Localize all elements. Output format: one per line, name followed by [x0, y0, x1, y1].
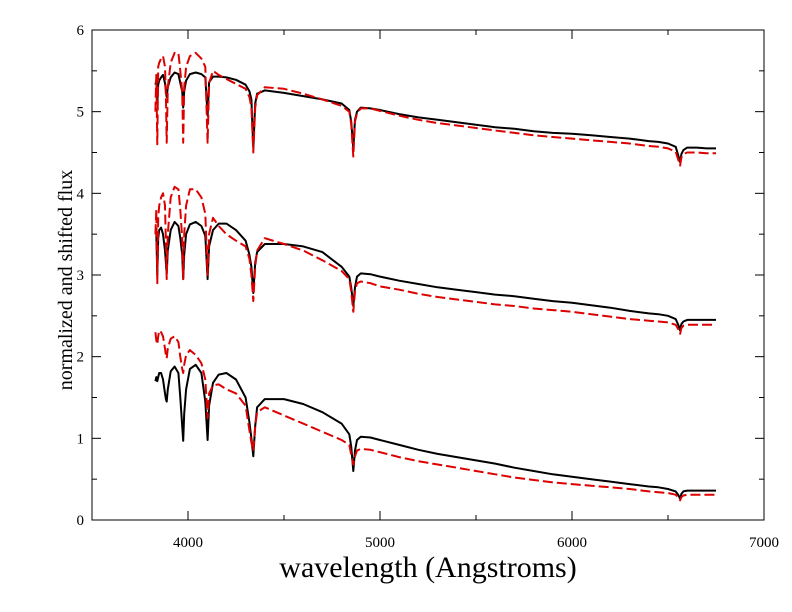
- y-tick-label: 1: [77, 431, 85, 447]
- y-tick-label: 6: [77, 23, 85, 39]
- series-line-top-model: [154, 51, 716, 167]
- y-tick-label: 0: [77, 513, 85, 529]
- series-line-middle-observed: [155, 220, 716, 332]
- y-tick-label: 2: [77, 350, 85, 366]
- series-line-top-observed: [154, 71, 716, 164]
- y-tick-label: 3: [77, 268, 85, 284]
- series-layer: [154, 51, 716, 502]
- y-axis-title: normalized and shifted flux: [55, 170, 77, 391]
- x-tick-label: 5000: [365, 535, 395, 551]
- x-tick-label: 6000: [557, 535, 587, 551]
- series-line-bottom-model: [154, 329, 716, 502]
- series-line-bottom-observed: [154, 363, 716, 500]
- plot-frame: [91, 29, 765, 521]
- y-tick-label: 4: [77, 186, 85, 202]
- x-tick-label: 4000: [173, 535, 203, 551]
- tick-labels-layer: 4000 5000 6000 7000 0 1 2 3 4 5 6: [77, 23, 780, 551]
- y-tick-label: 5: [77, 105, 85, 121]
- x-tick-label: 7000: [749, 535, 779, 551]
- x-axis-title: wavelength (Angstroms): [279, 551, 576, 584]
- ticks-layer: [91, 29, 765, 521]
- series-line-middle-model: [154, 185, 716, 335]
